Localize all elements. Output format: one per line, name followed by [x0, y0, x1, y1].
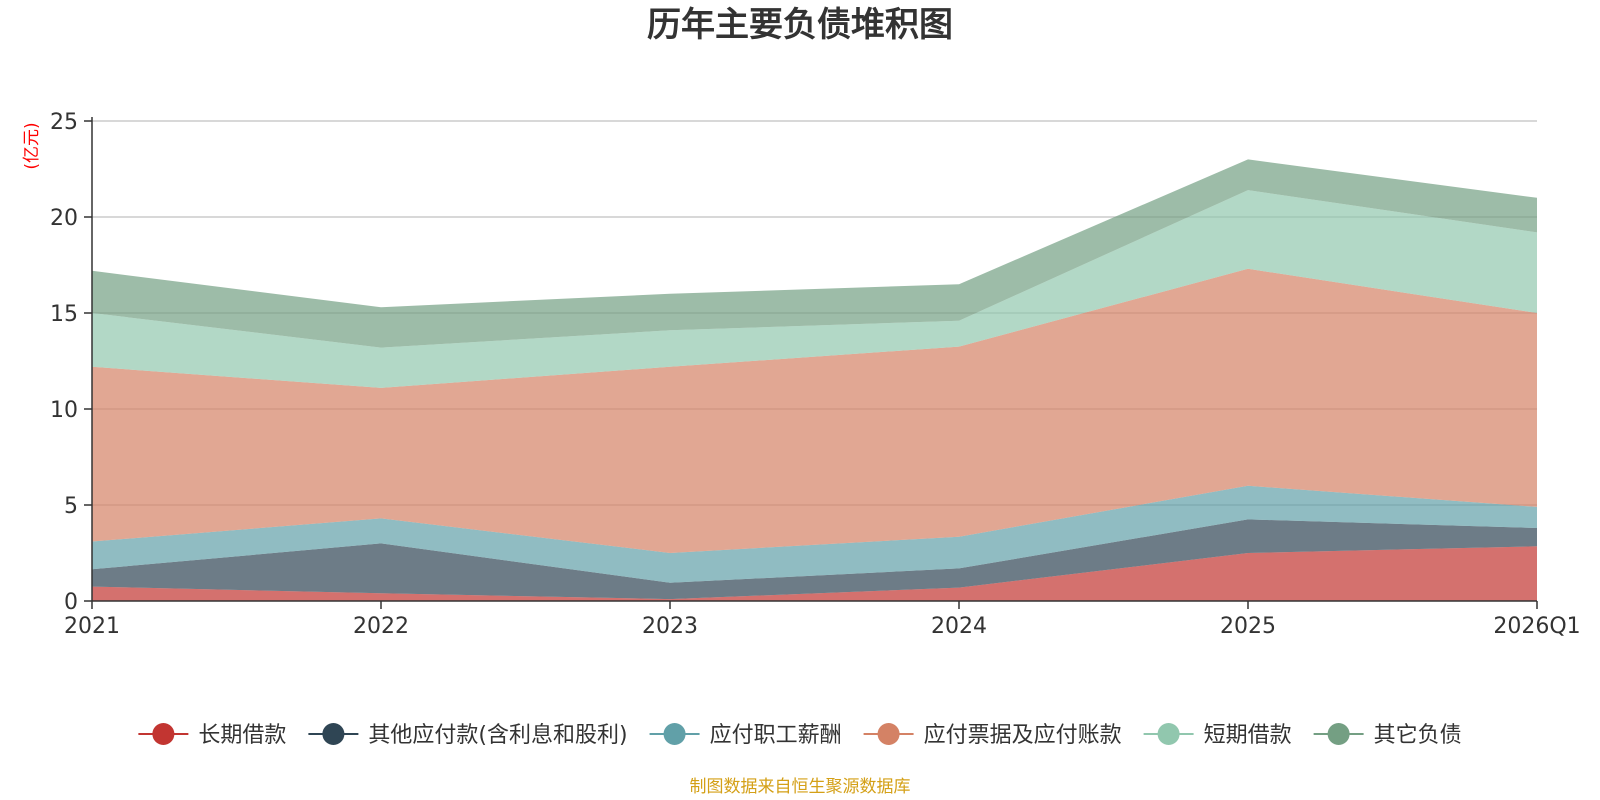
y-axis-unit-label: (亿元)	[22, 122, 42, 169]
legend-item[interactable]: 长期借款	[138, 723, 286, 748]
x-tick-label: 2026Q1	[1493, 614, 1580, 639]
x-tick-label: 2025	[1220, 614, 1276, 639]
x-tick-label: 2021	[64, 614, 120, 639]
x-tick-label: 2022	[353, 614, 409, 639]
chart-title: 历年主要负债堆积图	[647, 5, 953, 45]
legend-marker-circle	[322, 723, 345, 745]
area-series	[91, 159, 1538, 601]
legend-label: 短期借款	[1204, 723, 1292, 748]
x-tick-label: 2023	[642, 614, 698, 639]
area-2	[92, 519, 1537, 600]
legend-marker-circle	[1157, 723, 1180, 745]
legend-item[interactable]: 其他应付款(含利息和股利)	[308, 723, 628, 748]
legend-label: 长期借款	[198, 723, 286, 748]
legend-label: 应付职工薪酬	[710, 723, 842, 748]
legend-marker-circle	[877, 723, 900, 745]
legend-marker-circle	[152, 723, 175, 745]
y-tick-label: 5	[64, 494, 78, 519]
y-tick-label: 0	[64, 590, 78, 615]
area-6	[92, 159, 1537, 348]
legend-item[interactable]: 短期借款	[1143, 723, 1292, 748]
y-tick-label: 25	[50, 110, 78, 135]
legend-item[interactable]: 其它负债	[1313, 723, 1462, 748]
legend-marker-circle	[663, 723, 686, 745]
x-tick-label: 2024	[931, 614, 987, 639]
y-tick-label: 20	[50, 206, 78, 231]
legend-marker-circle	[1327, 723, 1350, 745]
legend-item[interactable]: 应付票据及应付账款	[863, 723, 1122, 748]
area-3	[92, 485, 1537, 583]
area-1	[92, 546, 1537, 601]
y-tick-label: 15	[50, 302, 78, 327]
y-tick-label: 10	[50, 398, 78, 423]
legend-label: 其它负债	[1374, 723, 1462, 748]
legend: 长期借款 其他应付款(含利息和股利) 应付职工薪酬 应付票据及应付账款 短期借款 其它负债	[138, 723, 1462, 748]
area-5	[92, 190, 1537, 388]
legend-item[interactable]: 应付职工薪酬	[649, 723, 842, 748]
source-note: 制图数据来自恒生聚源数据库	[690, 777, 911, 797]
legend-label: 其他应付款(含利息和股利)	[368, 723, 627, 748]
area-4	[92, 268, 1537, 553]
legend-label: 应付票据及应付账款	[924, 723, 1122, 748]
